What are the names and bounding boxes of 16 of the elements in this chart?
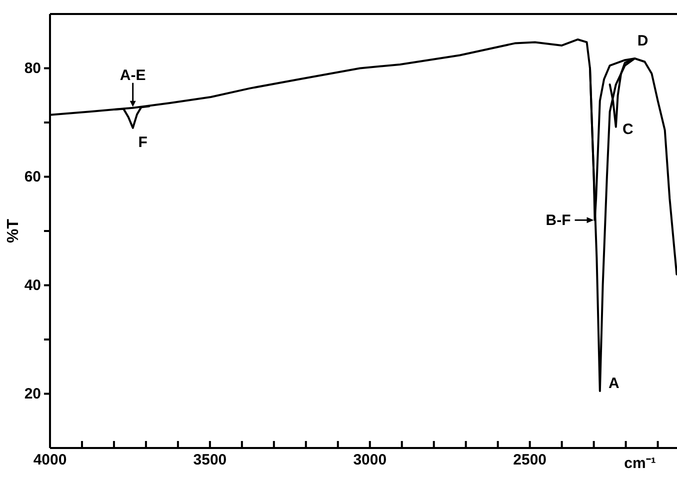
x-tick-label: 2500 (513, 452, 547, 469)
y-tick-label: 60 (24, 168, 41, 186)
y-tick-label: 20 (24, 386, 41, 403)
annotation: F (138, 134, 148, 151)
annotation: C (622, 120, 634, 138)
annotation: B-F (546, 212, 571, 230)
x-tick-label: 3000 (353, 452, 387, 469)
annotation: D (637, 32, 648, 50)
annotation: A-E (120, 66, 146, 84)
x-tick-label: 3500 (193, 452, 227, 469)
x-axis-title: cm⁻¹ (624, 455, 656, 472)
annotation: A (608, 375, 620, 392)
x-tick-label: 4000 (33, 452, 67, 469)
y-axis-title: %T (5, 218, 22, 243)
y-tick-label: 40 (24, 277, 41, 294)
y-tick-label: 80 (24, 60, 41, 78)
